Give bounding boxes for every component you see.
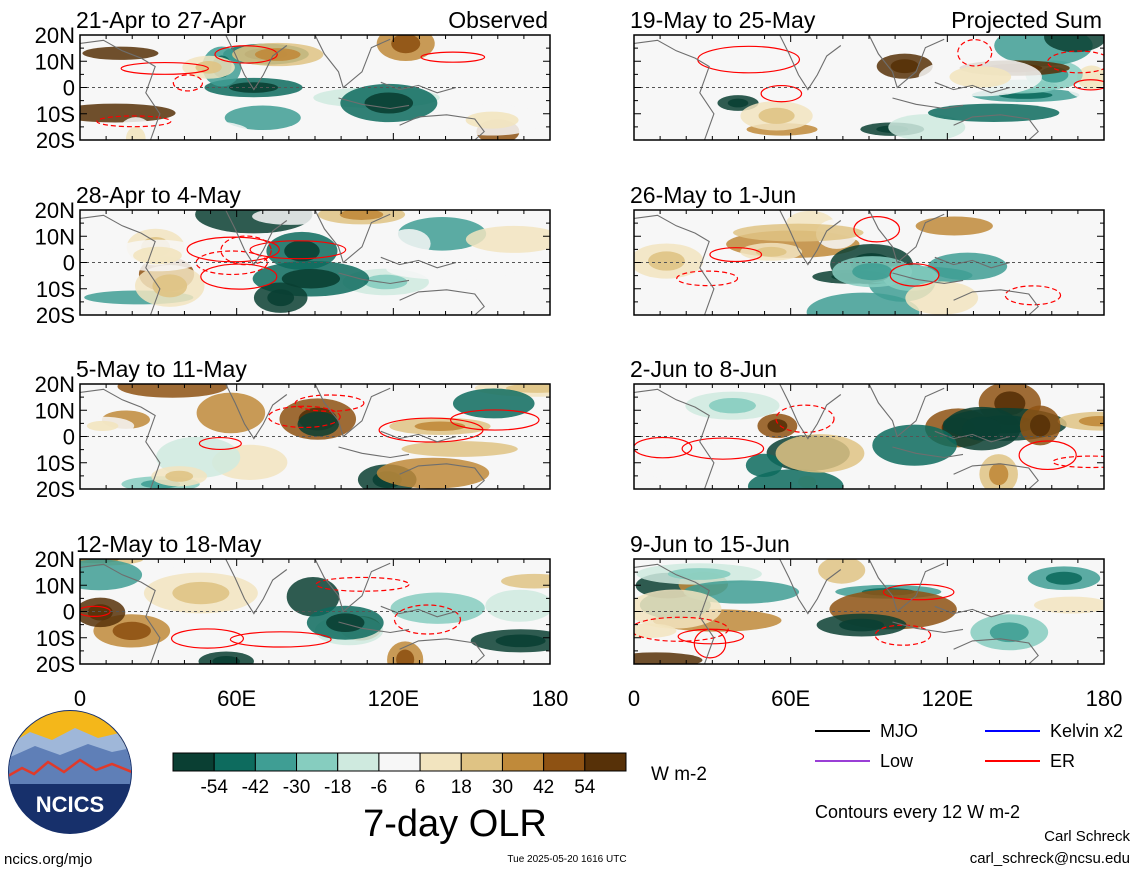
colorbar-label: 54 — [574, 777, 596, 798]
lat-label: 10S — [36, 277, 75, 302]
lat-label: 20N — [35, 23, 75, 48]
colorbar-swatch — [543, 752, 586, 772]
lat-label: 0 — [63, 600, 75, 625]
lon-label: 0 — [74, 686, 86, 711]
lat-label: 10N — [35, 573, 75, 598]
map-panel: 9-Jun to 15-Jun — [630, 531, 1105, 665]
colorbar-swatch — [254, 752, 298, 772]
panel-label: Observed — [448, 7, 548, 33]
colorbar-label: 18 — [451, 777, 472, 798]
colorbar-label: 42 — [533, 777, 554, 798]
lon-label: 60E — [217, 686, 256, 711]
lon-label: 180 — [1086, 686, 1123, 711]
colorbar-label: -6 — [370, 777, 387, 798]
lon-label: 0 — [628, 686, 640, 711]
panel-title: 19-May to 25-May — [630, 7, 816, 33]
colorbar-label: -54 — [200, 777, 228, 798]
panel-title: 26-May to 1-Jun — [630, 182, 796, 208]
olr-shading — [80, 35, 545, 140]
olr-shading — [634, 35, 1104, 140]
lat-label: 0 — [63, 251, 75, 276]
colorbar-label: -18 — [324, 777, 351, 798]
map-panel: 19-May to 25-May Projected Sum — [630, 7, 1105, 141]
lat-label: 10S — [36, 451, 75, 476]
lat-label: 10S — [36, 102, 75, 127]
colorbar-label: 30 — [492, 777, 513, 798]
olr-shading — [80, 210, 550, 315]
olr-shading — [634, 559, 1104, 664]
lat-label: 20N — [35, 547, 75, 572]
lat-label: 20N — [35, 372, 75, 397]
map-panels: 21-Apr to 27-Apr Observed20N10N010S20S28-… — [35, 7, 1123, 711]
colorbar-label: -42 — [242, 777, 269, 798]
contour-note: Contours every 12 W m-2 — [815, 802, 1020, 822]
colorbar-swatch — [172, 752, 215, 772]
panel-title: 2-Jun to 8-Jun — [630, 356, 777, 382]
legend-label: MJO — [880, 721, 918, 741]
lon-label: 60E — [771, 686, 810, 711]
lat-label: 0 — [63, 425, 75, 450]
footer-email: carl_schreck@ncsu.edu — [970, 850, 1130, 867]
lat-label: 20S — [36, 303, 75, 328]
lon-label: 120E — [922, 686, 973, 711]
colorbar-swatch — [213, 752, 256, 772]
colorbar-units: W m-2 — [651, 764, 707, 785]
lat-label: 20S — [36, 652, 75, 677]
lat-label: 20N — [35, 198, 75, 223]
legend-label: ER — [1050, 751, 1075, 771]
colorbar-swatch — [460, 752, 503, 772]
panel-title: 5-May to 11-May — [76, 356, 247, 382]
colorbar-swatch — [296, 752, 339, 772]
colorbar-swatch — [337, 752, 380, 772]
map-panel: 2-Jun to 8-Jun — [630, 356, 1105, 490]
colorbar-swatch — [419, 752, 462, 772]
footer-author: Carl Schreck — [1044, 828, 1130, 845]
colorbar-swatch — [501, 752, 545, 772]
colorbar-swatch — [584, 752, 627, 772]
lat-label: 0 — [63, 76, 75, 101]
lon-label: 120E — [368, 686, 419, 711]
ncics-logo: NCICS — [8, 710, 132, 834]
lat-label: 20S — [36, 477, 75, 502]
lat-label: 20S — [36, 128, 75, 153]
panel-title: 12-May to 18-May — [76, 531, 262, 557]
olr-shading — [80, 384, 550, 489]
lat-label: 10N — [35, 398, 75, 423]
lat-label: 10N — [35, 224, 75, 249]
footer-timestamp: Tue 2025-05-20 1616 UTC — [507, 854, 626, 865]
lon-label: 180 — [532, 686, 569, 711]
lat-label: 10S — [36, 626, 75, 651]
logo-text: NCICS — [36, 792, 104, 817]
colorbar-label: 6 — [415, 777, 426, 798]
olr-shading — [634, 384, 1104, 489]
panel-title: 28-Apr to 4-May — [76, 182, 241, 208]
colorbar-title: 7-day OLR — [363, 803, 547, 845]
colorbar-label: -30 — [283, 777, 310, 798]
panel-title: 21-Apr to 27-Apr — [76, 7, 246, 33]
legend-label: Low — [880, 751, 914, 771]
map-panel: 26-May to 1-Jun — [630, 182, 1105, 316]
olr-shading — [634, 210, 1062, 315]
legend-label: Kelvin x2 — [1050, 721, 1123, 741]
footer-url: ncics.org/mjo — [4, 851, 92, 868]
lat-label: 10N — [35, 49, 75, 74]
panel-label: Projected Sum — [951, 7, 1102, 33]
colorbar: -54 -42 -30 -18 -6 6 18 30 42 54 — [172, 752, 627, 798]
legend: MJO Kelvin x2 Low ER — [815, 721, 1123, 771]
panel-title: 9-Jun to 15-Jun — [630, 531, 790, 557]
olr-shading — [80, 559, 550, 664]
colorbar-swatch — [378, 752, 421, 772]
